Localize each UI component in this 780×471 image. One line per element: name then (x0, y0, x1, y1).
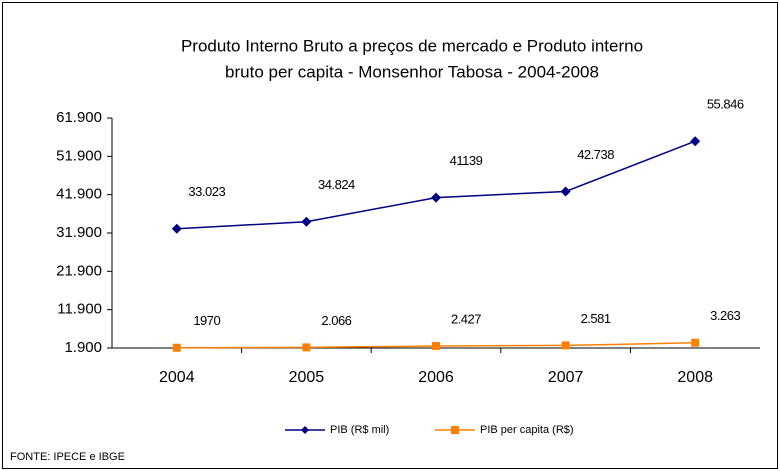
point-marker (171, 223, 182, 234)
data-label: 1970 (193, 313, 220, 328)
chart-title: bruto per capita - Monsenhor Tabosa - 20… (225, 62, 599, 81)
y-tick-label: 61.900 (56, 109, 102, 126)
data-label: 41139 (450, 153, 483, 168)
x-tick-label: 2004 (159, 369, 195, 386)
point-marker (302, 343, 311, 352)
data-label: 34.824 (318, 177, 355, 192)
data-label: 42.738 (577, 147, 614, 162)
data-label: 55.846 (707, 97, 744, 112)
point-marker (561, 341, 570, 350)
legend-label: PIB per capita (R$) (480, 424, 574, 436)
y-tick-label: 11.900 (57, 301, 102, 318)
x-tick-label: 2008 (677, 369, 713, 386)
point-marker (690, 136, 701, 147)
point-marker (432, 341, 440, 350)
x-tick-label: 2005 (289, 369, 325, 386)
legend-marker (301, 426, 309, 434)
legend-marker (451, 426, 459, 434)
point-marker (431, 192, 441, 203)
data-label: 2.581 (581, 311, 611, 326)
data-label: 33.023 (188, 184, 225, 199)
chart-title: Produto Interno Bruto a preços de mercad… (181, 36, 643, 55)
y-tick-label: 21.900 (56, 262, 102, 279)
point-marker (301, 216, 312, 227)
y-tick-label: 31.900 (56, 224, 102, 241)
point-marker (172, 343, 181, 352)
point-marker (560, 186, 571, 197)
legend-label: PIB (R$ mil) (330, 424, 389, 436)
x-tick-label: 2006 (418, 369, 454, 386)
point-marker (691, 338, 700, 347)
source-note: FONTE: IPECE e IBGE (10, 451, 125, 463)
y-tick-label: 1.900 (64, 339, 102, 356)
data-label: 3.263 (710, 308, 740, 323)
y-tick-label: 51.900 (56, 147, 102, 164)
x-tick-label: 2007 (548, 369, 584, 386)
data-label: 2.427 (451, 311, 481, 326)
data-label: 2.066 (321, 313, 351, 328)
y-tick-label: 41.900 (56, 186, 102, 203)
